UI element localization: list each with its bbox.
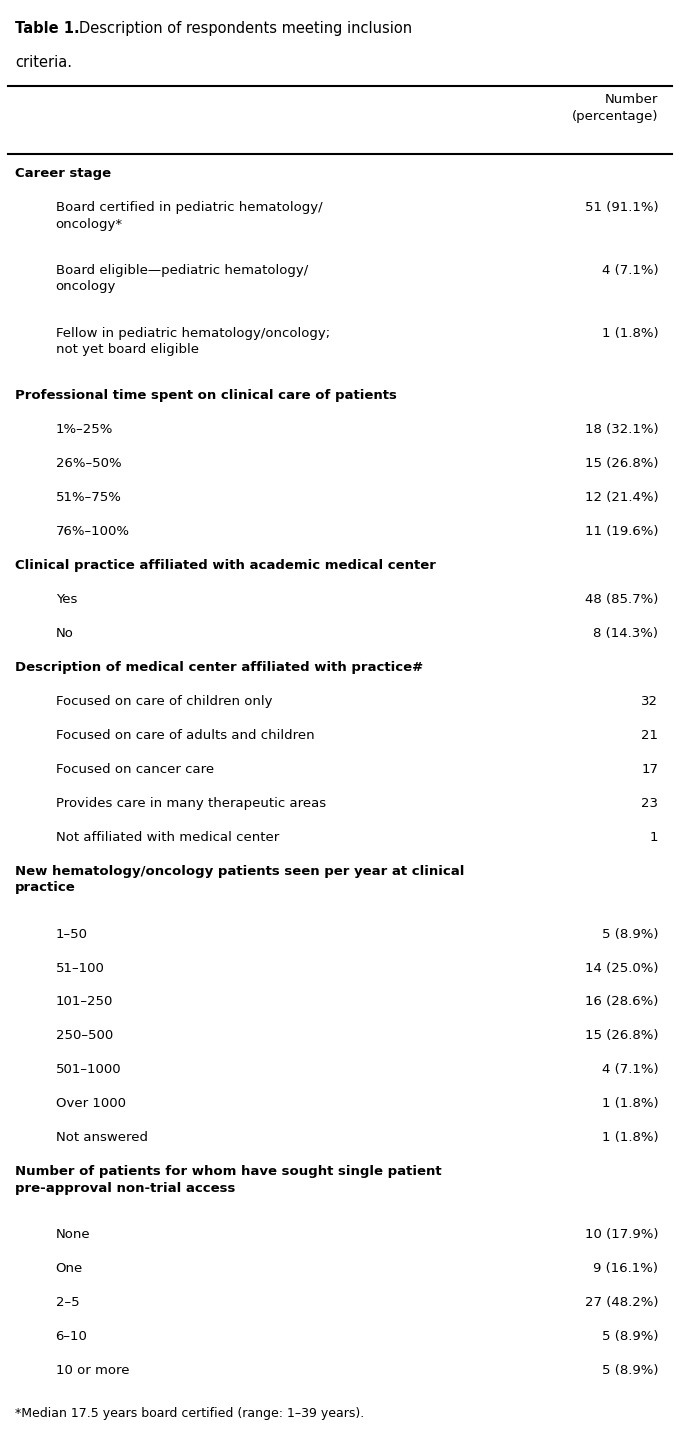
Text: 5 (8.9%): 5 (8.9%)	[602, 1364, 658, 1377]
Text: 4 (7.1%): 4 (7.1%)	[602, 265, 658, 277]
Text: Focused on cancer care: Focused on cancer care	[56, 764, 214, 776]
Text: None: None	[56, 1228, 90, 1241]
Text: 10 or more: 10 or more	[56, 1364, 129, 1377]
Text: 250–500: 250–500	[56, 1030, 113, 1042]
Text: *Median 17.5 years board certified (range: 1–39 years).: *Median 17.5 years board certified (rang…	[15, 1407, 364, 1420]
Text: 76%–100%: 76%–100%	[56, 525, 130, 538]
Text: 51 (91.1%): 51 (91.1%)	[585, 202, 658, 214]
Text: Fellow in pediatric hematology/oncology;
not yet board eligible: Fellow in pediatric hematology/oncology;…	[56, 326, 330, 356]
Text: 15 (26.8%): 15 (26.8%)	[585, 458, 658, 470]
Text: Description of medical center affiliated with practice#: Description of medical center affiliated…	[15, 661, 423, 674]
Text: Not affiliated with medical center: Not affiliated with medical center	[56, 831, 279, 844]
Text: 1 (1.8%): 1 (1.8%)	[602, 326, 658, 340]
Text: Over 1000: Over 1000	[56, 1097, 126, 1110]
Text: 1 (1.8%): 1 (1.8%)	[602, 1131, 658, 1144]
Text: 26%–50%: 26%–50%	[56, 458, 121, 470]
Text: 17: 17	[641, 764, 658, 776]
Text: 51%–75%: 51%–75%	[56, 492, 122, 505]
Text: Description of respondents meeting inclusion: Description of respondents meeting inclu…	[80, 21, 412, 36]
Text: 12 (21.4%): 12 (21.4%)	[585, 492, 658, 505]
Text: 14 (25.0%): 14 (25.0%)	[585, 961, 658, 974]
Text: 5 (8.9%): 5 (8.9%)	[602, 928, 658, 941]
Text: Number of patients for whom have sought single patient
pre-approval non-trial ac: Number of patients for whom have sought …	[15, 1165, 441, 1195]
Text: 5 (8.9%): 5 (8.9%)	[602, 1330, 658, 1343]
Text: 1 (1.8%): 1 (1.8%)	[602, 1097, 658, 1110]
Text: Focused on care of adults and children: Focused on care of adults and children	[56, 729, 314, 742]
Text: New hematology/oncology patients seen per year at clinical
practice: New hematology/oncology patients seen pe…	[15, 865, 464, 894]
Text: Board eligible—pediatric hematology/
oncology: Board eligible—pediatric hematology/ onc…	[56, 265, 308, 293]
Text: 51–100: 51–100	[56, 961, 105, 974]
Text: 1–50: 1–50	[56, 928, 88, 941]
Text: Career stage: Career stage	[15, 167, 111, 180]
Text: Professional time spent on clinical care of patients: Professional time spent on clinical care…	[15, 389, 397, 402]
Text: 27 (48.2%): 27 (48.2%)	[585, 1296, 658, 1308]
Text: 9 (16.1%): 9 (16.1%)	[593, 1263, 658, 1276]
Text: 1: 1	[650, 831, 658, 844]
Text: 16 (28.6%): 16 (28.6%)	[585, 995, 658, 1008]
Text: 15 (26.8%): 15 (26.8%)	[585, 1030, 658, 1042]
Text: 4 (7.1%): 4 (7.1%)	[602, 1064, 658, 1077]
Text: 23: 23	[641, 797, 658, 809]
Text: 21: 21	[641, 729, 658, 742]
Text: Clinical practice affiliated with academic medical center: Clinical practice affiliated with academ…	[15, 559, 436, 572]
Text: 48 (85.7%): 48 (85.7%)	[585, 593, 658, 606]
Text: 101–250: 101–250	[56, 995, 113, 1008]
Text: No: No	[56, 628, 73, 641]
Text: Yes: Yes	[56, 593, 77, 606]
Text: Provides care in many therapeutic areas: Provides care in many therapeutic areas	[56, 797, 326, 809]
Text: 11 (19.6%): 11 (19.6%)	[585, 525, 658, 538]
Text: 6–10: 6–10	[56, 1330, 88, 1343]
Text: Not answered: Not answered	[56, 1131, 148, 1144]
Text: Board certified in pediatric hematology/
oncology*: Board certified in pediatric hematology/…	[56, 202, 322, 230]
Text: 2–5: 2–5	[56, 1296, 79, 1308]
Text: 501–1000: 501–1000	[56, 1064, 121, 1077]
Text: 32: 32	[641, 695, 658, 708]
Text: Focused on care of children only: Focused on care of children only	[56, 695, 272, 708]
Text: 18 (32.1%): 18 (32.1%)	[585, 423, 658, 436]
Text: 10 (17.9%): 10 (17.9%)	[585, 1228, 658, 1241]
Text: One: One	[56, 1263, 83, 1276]
Text: criteria.: criteria.	[15, 54, 72, 70]
Text: Table 1.: Table 1.	[15, 21, 80, 36]
Text: 1%–25%: 1%–25%	[56, 423, 113, 436]
Text: 8 (14.3%): 8 (14.3%)	[593, 628, 658, 641]
Text: Number
(percentage): Number (percentage)	[572, 93, 658, 123]
